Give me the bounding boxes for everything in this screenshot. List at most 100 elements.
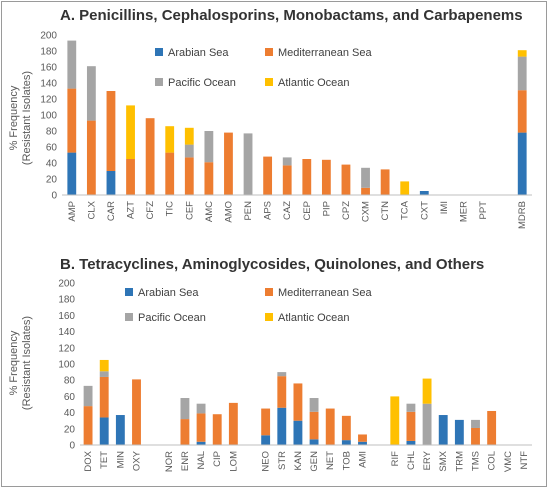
legend-swatch-b-mediterranean-sea xyxy=(265,288,273,296)
legend-label-a-mediterranean-sea: Mediterranean Sea xyxy=(278,47,372,59)
bar-b-ENR-mediterranean-sea xyxy=(180,419,190,445)
bar-b-COL-mediterranean-sea xyxy=(487,410,497,445)
bar-a-PIP-mediterranean-sea xyxy=(321,159,331,195)
x-tick-label-b-rif: RIF xyxy=(390,451,401,467)
bar-a-CAR-mediterranean-sea xyxy=(106,91,116,171)
bar-b-TMS-mediterranean-sea xyxy=(471,427,480,445)
x-tick-label-a-cpz: CPZ xyxy=(341,201,352,220)
legend-swatch-a-atlantic-ocean xyxy=(265,78,273,86)
bar-b-STR-pacific-ocean xyxy=(277,372,287,377)
bar-b-TOB-mediterranean-sea xyxy=(341,415,351,441)
bar-a-CEF-pacific-ocean xyxy=(184,144,194,158)
bar-a-AMC-pacific-ocean xyxy=(204,131,214,163)
x-tick-label-b-vmc: VMC xyxy=(503,451,514,472)
bar-a-TIC-atlantic-ocean xyxy=(165,126,175,153)
x-tick-label-a-ctn: CTN xyxy=(380,201,391,221)
x-tick-label-a-clx: CLX xyxy=(86,200,97,219)
bar-b-STR-mediterranean-sea xyxy=(277,376,287,408)
chart-title-a: A. Penicillins, Cephalosporins, Monobact… xyxy=(60,7,523,24)
bar-b-ENR-pacific-ocean xyxy=(180,398,190,420)
bar-b-TOB-arabian-sea xyxy=(341,440,351,445)
x-tick-label-a-amc: AMC xyxy=(204,201,215,222)
y-tick-label-b-140: 140 xyxy=(58,327,75,338)
y-tick-label-b-200: 200 xyxy=(58,279,75,290)
legend-label-b-atlantic-ocean: Atlantic Ocean xyxy=(278,312,350,324)
x-tick-label-a-cxm: CXM xyxy=(361,201,372,222)
bar-a-CAZ-mediterranean-sea xyxy=(282,165,292,195)
x-tick-label-b-ery: ERY xyxy=(422,450,433,470)
bar-b-NAL-arabian-sea xyxy=(196,441,206,445)
bar-a-CXM-pacific-ocean xyxy=(361,167,370,188)
legend-swatch-a-arabian-sea xyxy=(155,48,163,56)
bar-b-TET-atlantic-ocean xyxy=(99,359,109,372)
x-tick-label-a-ppt: PPT xyxy=(478,201,489,220)
y-tick-label-a-80: 80 xyxy=(46,127,58,138)
bar-b-ERY-pacific-ocean xyxy=(422,403,432,445)
bar-a-MDRB-arabian-sea xyxy=(517,132,527,195)
chart-title-b: B. Tetracyclines, Aminoglycosides, Quino… xyxy=(60,256,484,273)
bar-a-CEP-mediterranean-sea xyxy=(302,159,312,195)
y-tick-label-b-60: 60 xyxy=(64,392,76,403)
bar-a-CFZ-mediterranean-sea xyxy=(145,118,155,195)
x-tick-label-b-trm: TRM xyxy=(454,451,465,472)
x-tick-label-b-tob: TOB xyxy=(341,451,352,470)
x-tick-label-b-neo: NEO xyxy=(261,451,272,472)
y-axis-label-b-line2: (Resistant Isolates) xyxy=(21,316,33,410)
x-tick-label-b-chl: CHL xyxy=(406,451,417,470)
bar-b-GEN-arabian-sea xyxy=(309,439,319,445)
bar-a-MDRB-pacific-ocean xyxy=(517,56,527,91)
bar-b-SMX-arabian-sea xyxy=(438,415,448,445)
x-tick-label-a-tca: TCA xyxy=(400,200,411,220)
bar-b-AMI-mediterranean-sea xyxy=(358,434,367,442)
x-tick-label-b-tet: TET xyxy=(99,451,110,469)
bar-a-CTN-mediterranean-sea xyxy=(380,169,390,195)
bar-a-CPZ-mediterranean-sea xyxy=(341,164,351,195)
x-tick-label-b-ami: AMI xyxy=(358,451,369,468)
x-tick-label-a-cef: CEF xyxy=(184,201,195,220)
legend-swatch-a-mediterranean-sea xyxy=(265,48,273,56)
bar-b-CHL-pacific-ocean xyxy=(406,403,416,412)
legend-label-b-mediterranean-sea: Mediterranean Sea xyxy=(278,287,372,299)
y-tick-label-b-120: 120 xyxy=(58,343,75,354)
bar-a-CEF-mediterranean-sea xyxy=(184,157,194,195)
x-tick-label-b-lom: LOM xyxy=(228,451,239,472)
bar-a-CXM-mediterranean-sea xyxy=(361,187,370,195)
x-tick-label-a-cfz: CFZ xyxy=(145,201,156,220)
y-tick-label-b-180: 180 xyxy=(58,295,75,306)
y-tick-label-a-20: 20 xyxy=(46,175,58,186)
y-tick-label-b-20: 20 xyxy=(64,424,76,435)
legend-swatch-b-atlantic-ocean xyxy=(265,313,273,321)
bar-a-AMP-pacific-ocean xyxy=(67,40,77,89)
bar-a-AZT-mediterranean-sea xyxy=(126,159,135,195)
x-tick-label-b-ntf: NTF xyxy=(519,451,530,470)
bar-a-AMP-arabian-sea xyxy=(67,152,77,195)
x-tick-label-b-min: MIN xyxy=(115,451,126,469)
x-tick-label-a-mdrb: MDRB xyxy=(517,201,528,229)
x-tick-label-a-amp: AMP xyxy=(67,201,78,222)
y-tick-label-a-180: 180 xyxy=(40,47,57,58)
bar-b-CIP-mediterranean-sea xyxy=(212,414,222,445)
y-axis-label-a-line2: (Resistant Isolates) xyxy=(21,71,33,165)
x-tick-label-b-cip: CIP xyxy=(212,451,223,467)
x-tick-label-a-mer: MER xyxy=(458,201,469,222)
bar-a-AMC-mediterranean-sea xyxy=(204,162,214,195)
y-tick-label-a-40: 40 xyxy=(46,159,58,170)
y-axis-label-a-line1: % Frequency xyxy=(8,85,20,150)
bar-a-CXT-arabian-sea xyxy=(419,191,429,195)
bar-a-CLX-pacific-ocean xyxy=(86,66,96,121)
bar-a-CAR-arabian-sea xyxy=(106,171,116,195)
legend-label-b-pacific-ocean: Pacific Ocean xyxy=(138,312,206,324)
bar-b-TET-pacific-ocean xyxy=(99,371,109,377)
bar-b-NAL-mediterranean-sea xyxy=(196,413,206,442)
bar-a-AMP-mediterranean-sea xyxy=(67,88,77,153)
legend-swatch-b-pacific-ocean xyxy=(125,313,133,321)
y-tick-label-a-100: 100 xyxy=(40,111,57,122)
x-tick-label-b-smx: SMX xyxy=(438,450,449,471)
x-tick-label-b-enr: ENR xyxy=(180,451,191,471)
x-tick-label-a-cep: CEP xyxy=(302,201,313,221)
bar-b-GEN-pacific-ocean xyxy=(309,398,319,412)
bar-b-NAL-pacific-ocean xyxy=(196,403,206,414)
bar-a-PEN-pacific-ocean xyxy=(243,133,253,195)
y-axis-label-b-line1: % Frequency xyxy=(8,330,20,395)
